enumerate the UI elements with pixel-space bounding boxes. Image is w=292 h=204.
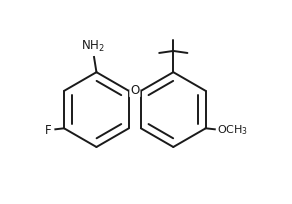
Text: F: F: [45, 123, 51, 136]
Text: NH$_2$: NH$_2$: [81, 39, 105, 54]
Text: OCH$_3$: OCH$_3$: [218, 123, 249, 136]
Text: O: O: [130, 84, 140, 97]
